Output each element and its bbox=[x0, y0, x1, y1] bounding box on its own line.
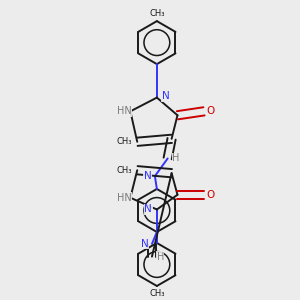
Text: CH₃: CH₃ bbox=[149, 9, 165, 18]
Text: N: N bbox=[144, 205, 152, 214]
Text: O: O bbox=[206, 190, 214, 200]
Text: O: O bbox=[206, 106, 214, 116]
Text: CH₃: CH₃ bbox=[149, 289, 165, 298]
Text: CH₃: CH₃ bbox=[116, 166, 132, 175]
Text: HN: HN bbox=[117, 193, 132, 203]
Text: CH₃: CH₃ bbox=[116, 137, 132, 146]
Text: H: H bbox=[172, 154, 180, 164]
Text: HN: HN bbox=[117, 106, 132, 116]
Text: N: N bbox=[141, 239, 148, 249]
Text: H: H bbox=[157, 252, 164, 262]
Text: N: N bbox=[162, 92, 170, 101]
Text: N: N bbox=[144, 171, 152, 181]
